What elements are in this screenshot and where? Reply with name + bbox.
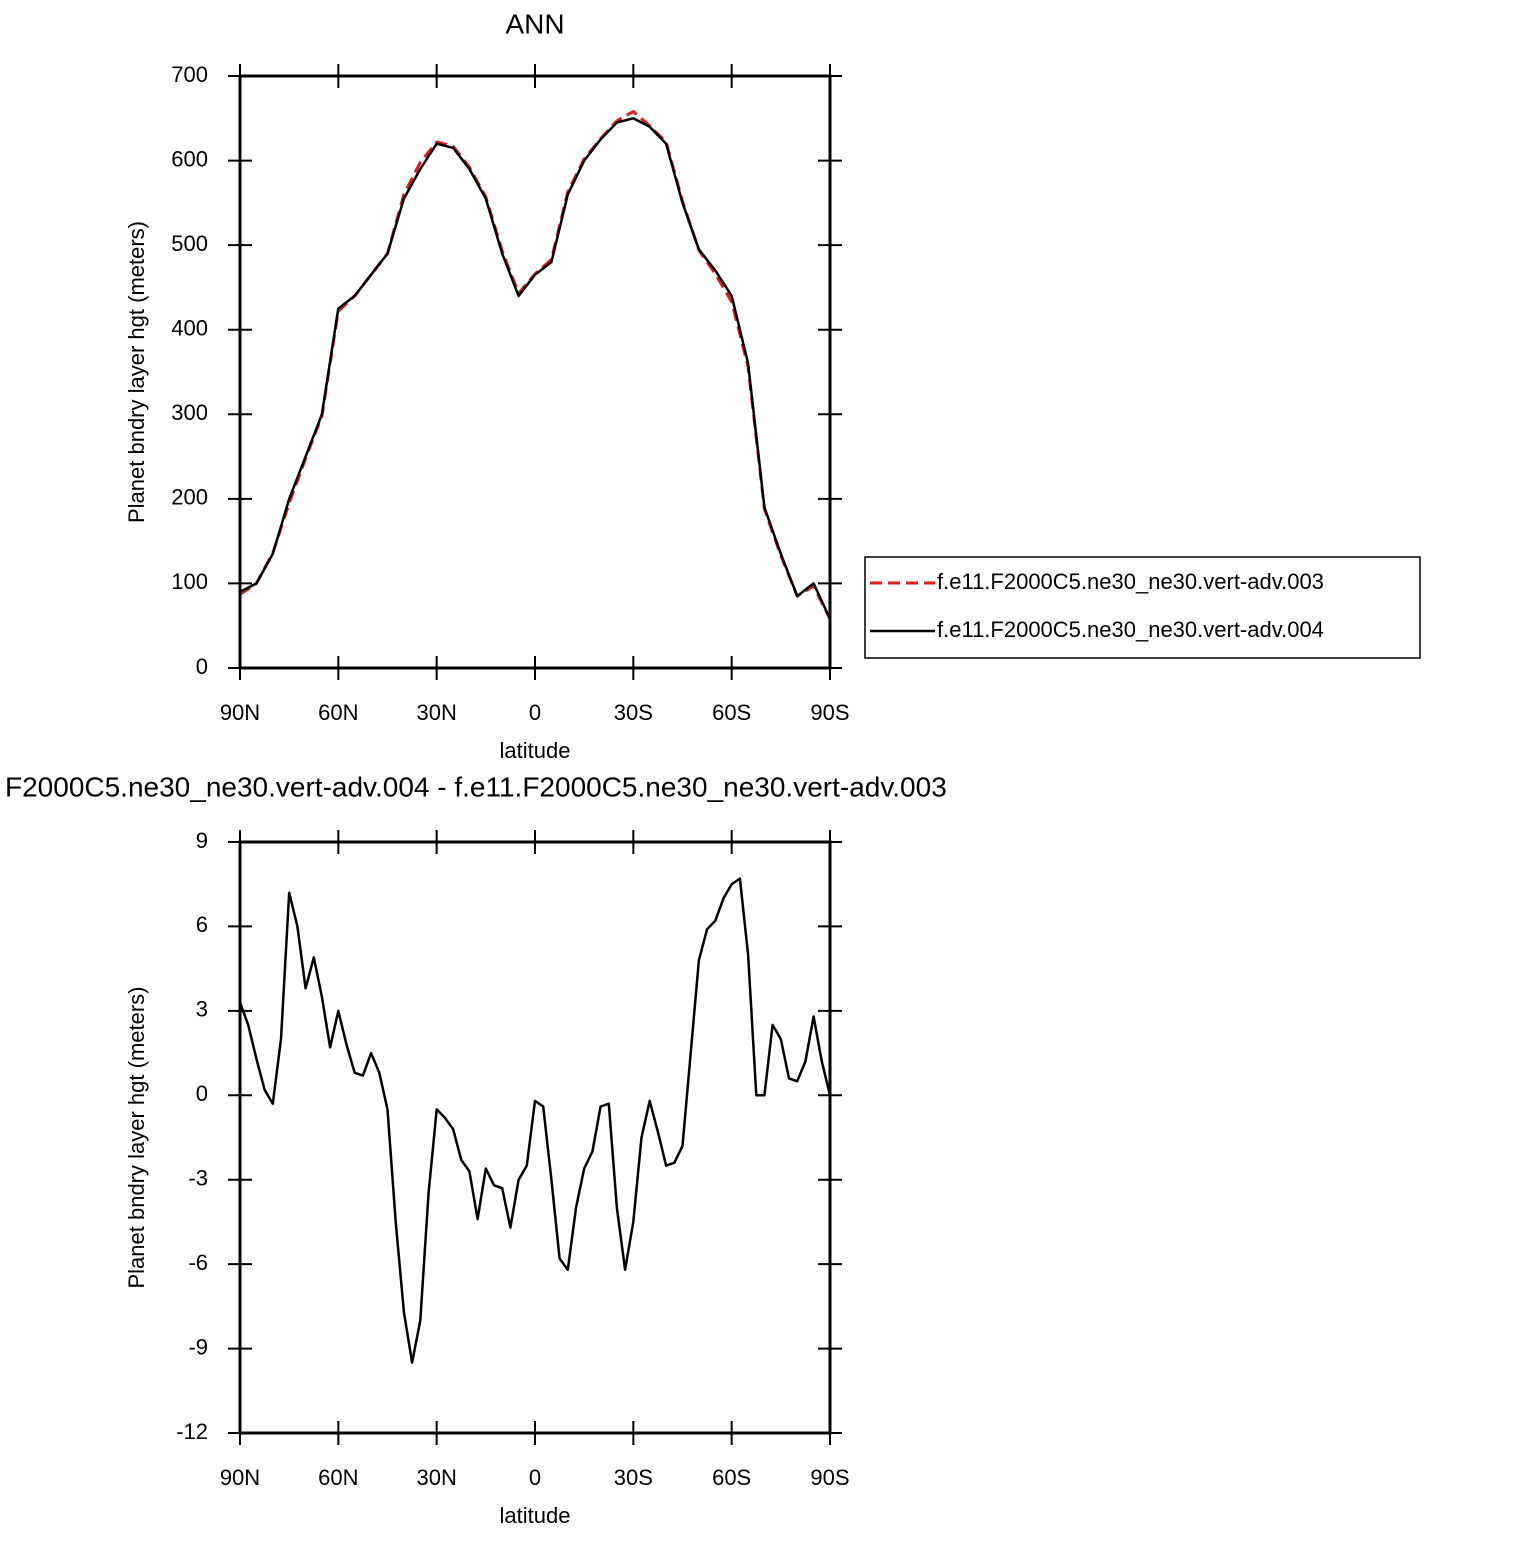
y-axis-label: Planet bndry layer hgt (meters) — [124, 221, 149, 523]
y-tick-label: -9 — [188, 1334, 208, 1359]
y-tick-label: 0 — [196, 1081, 208, 1106]
x-tick-label: 0 — [529, 1465, 541, 1490]
x-tick-label: 30S — [614, 1465, 653, 1490]
y-tick-label: 0 — [196, 654, 208, 679]
legend: f.e11.F2000C5.ne30_ne30.vert-adv.003 f.e1… — [864, 556, 1421, 659]
y-tick-label: 6 — [196, 912, 208, 937]
plot-frame — [238, 840, 832, 1435]
x-tick-label: 30N — [416, 1465, 456, 1490]
legend-label: f.e11.F2000C5.ne30_ne30.vert-adv.003 — [937, 569, 1324, 594]
x-tick-label: 60N — [318, 1465, 358, 1490]
y-tick-label: 700 — [171, 62, 208, 87]
y-tick-label: 9 — [196, 828, 208, 853]
y-axis-label: Planet bndry layer hgt (meters) — [124, 986, 149, 1288]
chart-title: ANN — [505, 8, 564, 39]
y-tick-label: -6 — [188, 1250, 208, 1275]
x-tick-label: 60S — [712, 1465, 751, 1490]
x-tick-label: 90S — [810, 1465, 849, 1490]
y-tick-label: 100 — [171, 569, 208, 594]
y-tick-label: 400 — [171, 316, 208, 341]
chart-title: F2000C5.ne30_ne30.vert-adv.004 - f.e11.F… — [5, 771, 947, 802]
y-tick-label: 600 — [171, 146, 208, 171]
x-tick-label: 90S — [810, 700, 849, 725]
legend-box — [864, 556, 1421, 659]
y-tick-label: 500 — [171, 231, 208, 256]
x-tick-label: 90N — [220, 700, 260, 725]
y-tick-label: 300 — [171, 400, 208, 425]
x-axis-label: latitude — [500, 738, 571, 763]
x-tick-label: 30S — [614, 700, 653, 725]
plot-frame — [238, 74, 832, 670]
y-tick-label: -12 — [176, 1419, 208, 1444]
x-tick-label: 30N — [416, 700, 456, 725]
x-tick-label: 60N — [318, 700, 358, 725]
y-tick-label: 3 — [196, 997, 208, 1022]
x-tick-label: 90N — [220, 1465, 260, 1490]
data-line — [238, 877, 832, 1364]
data-line — [239, 117, 832, 620]
y-tick-label: 200 — [171, 485, 208, 510]
y-tick-label: -3 — [188, 1166, 208, 1191]
legend-label: f.e11.F2000C5.ne30_ne30.vert-adv.004 — [937, 617, 1324, 642]
panel: F2000C5.ne30_ne30.vert-adv.004 - f.e11.F… — [5, 771, 947, 1527]
x-tick-label: 0 — [529, 700, 541, 725]
x-axis-label: latitude — [500, 1503, 571, 1528]
panel: ANN latitude Planet bndry layer hgt (meter… — [124, 8, 1421, 763]
x-tick-label: 60S — [712, 700, 751, 725]
